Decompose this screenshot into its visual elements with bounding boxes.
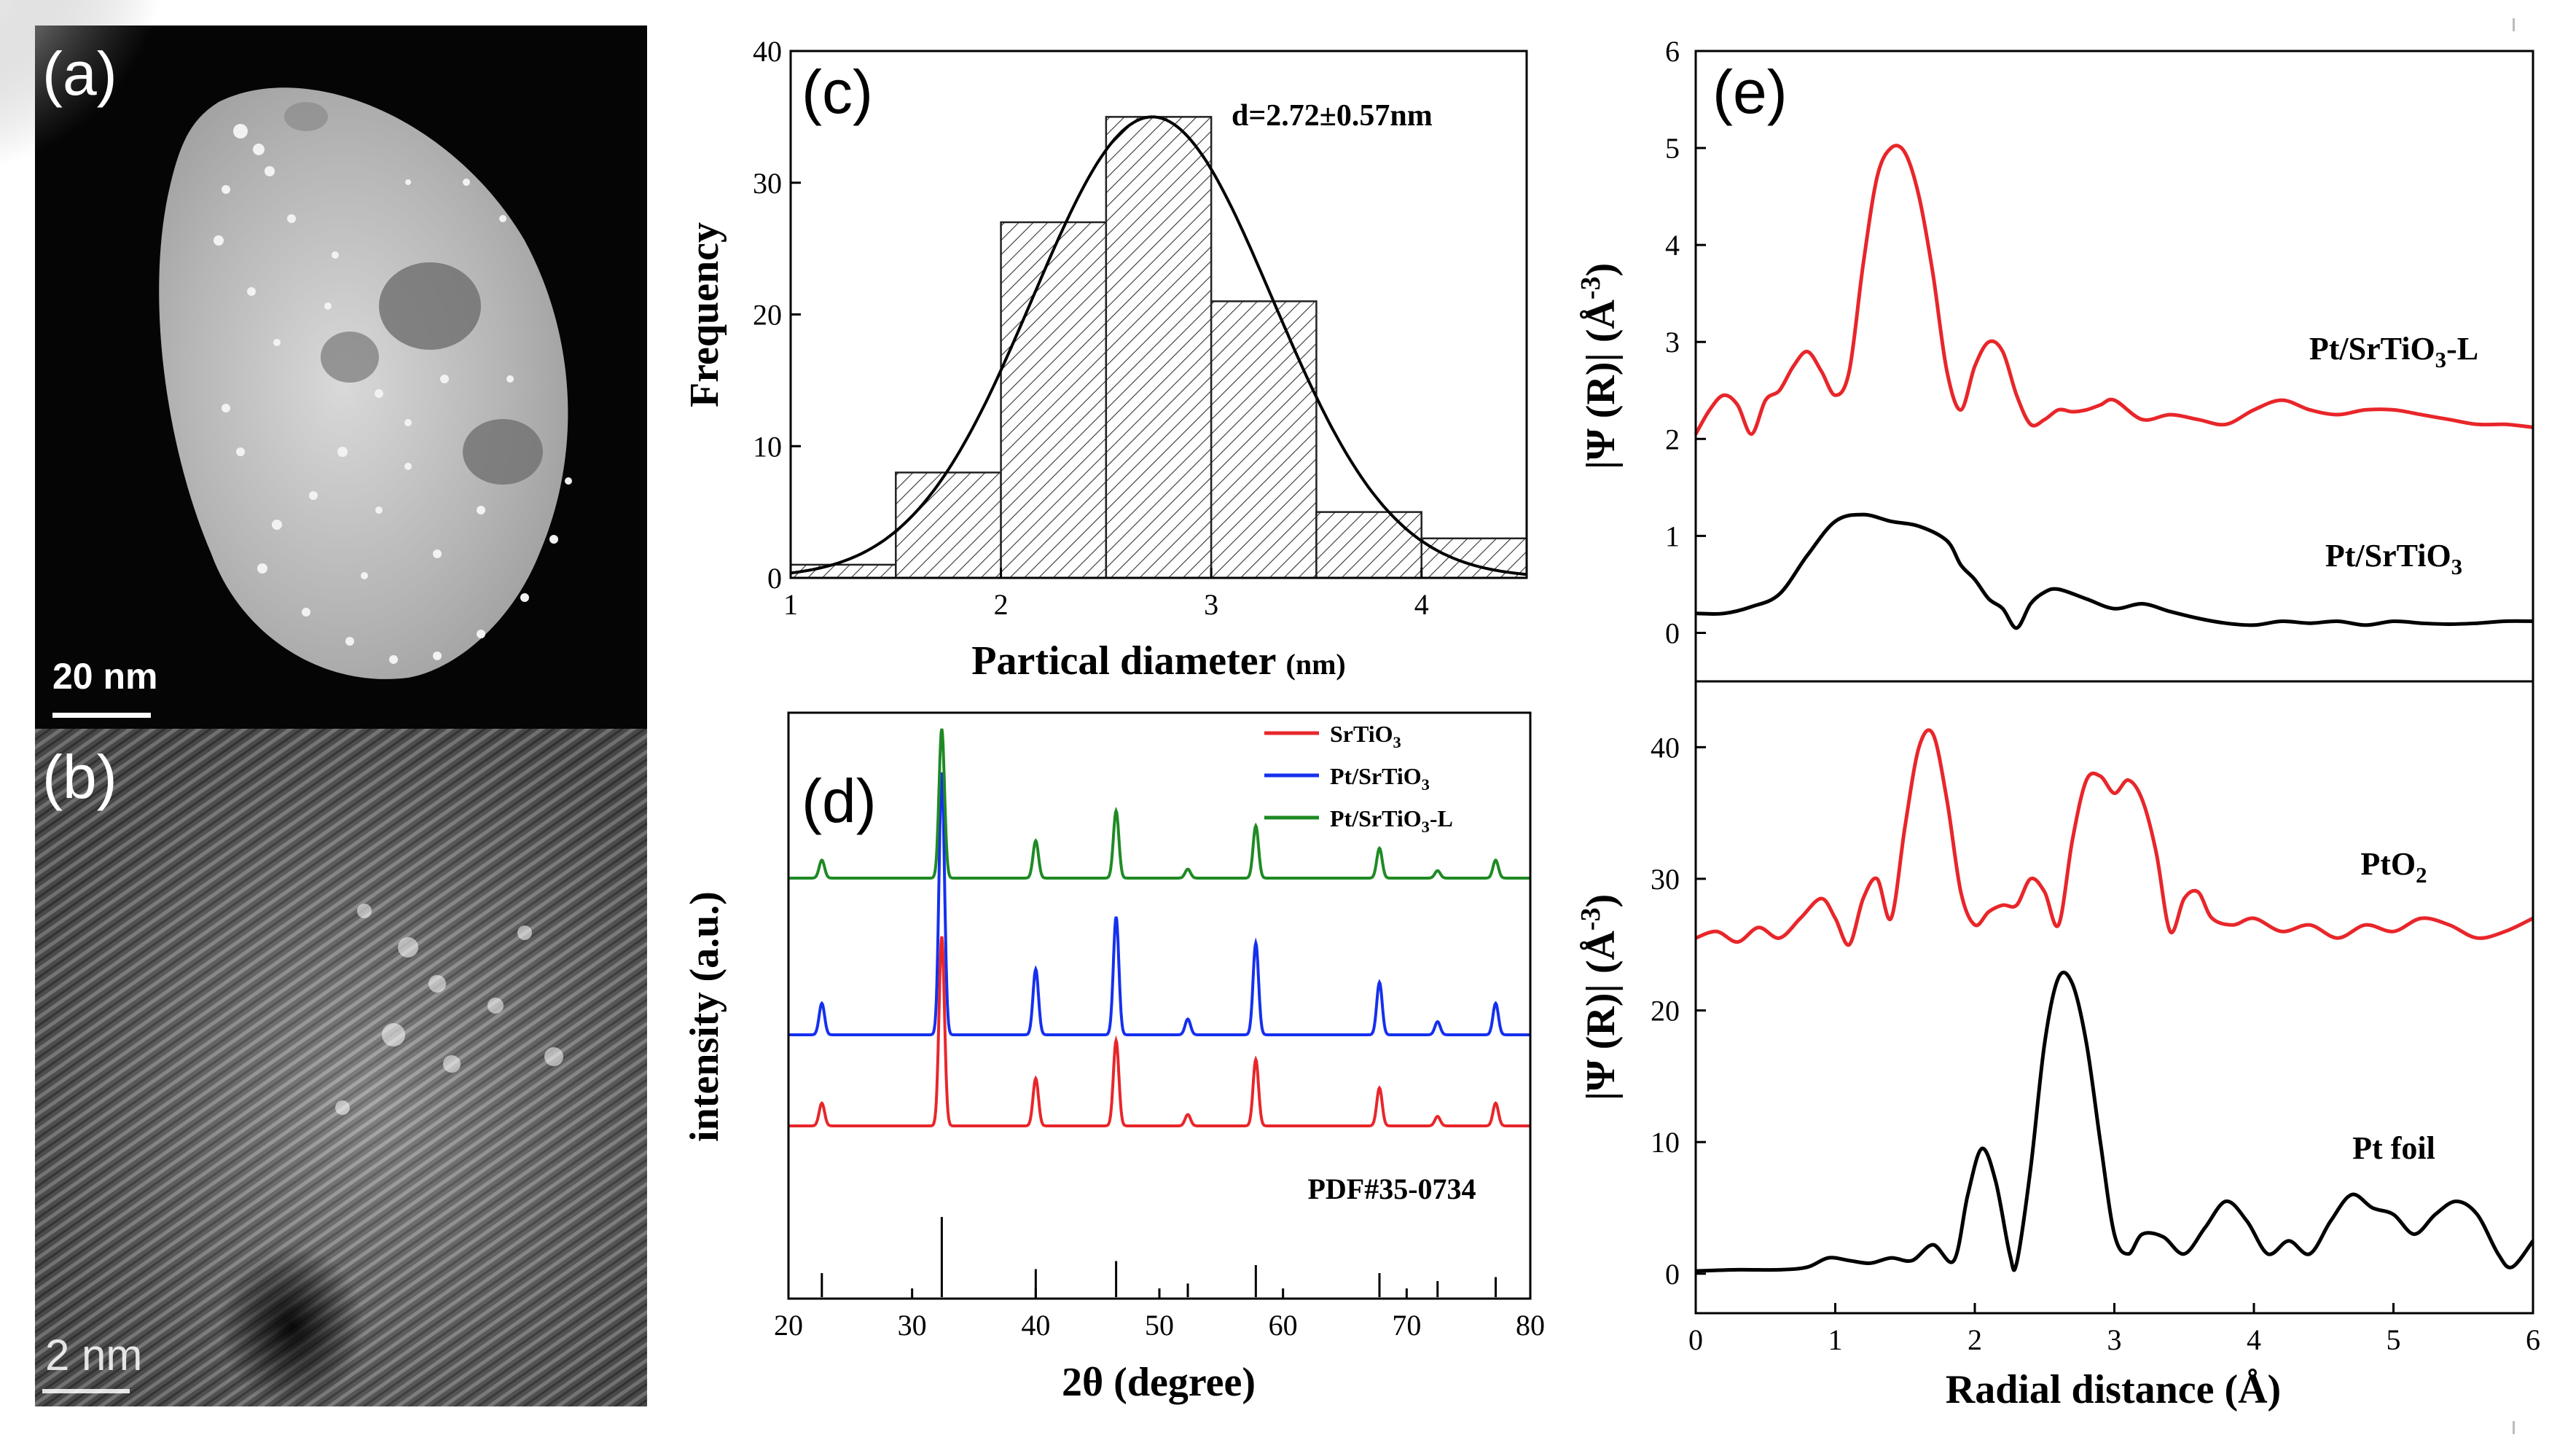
- x-tick-label: 80: [1516, 1309, 1545, 1342]
- panel-b-image: (b) 2 nm: [35, 729, 647, 1406]
- gaussian-fit-curve: [790, 115, 1527, 576]
- y-axis-label: Frequency: [682, 222, 727, 407]
- series-label: PtO2: [2360, 846, 2427, 888]
- panel-d-xrd-chart: PDF#35-0734 20 30 40 50 60 70 80 SrTiO3 Pt/SrTiO3…: [682, 711, 1545, 1405]
- x-tick-label: 5: [2387, 1323, 2401, 1356]
- y-tick-label: 20: [753, 299, 782, 332]
- panel-a-scale-bar: [52, 713, 151, 718]
- panel-d-label: (d): [802, 767, 877, 835]
- x-tick-label: 2: [1968, 1323, 1982, 1356]
- y-axis-label: |Ψ (R)| (Å-3): [1575, 263, 1624, 469]
- panel-a-dark-region: [321, 332, 379, 383]
- rdf-curve: [1695, 512, 2534, 630]
- panel-c-label: (c): [802, 58, 873, 126]
- panel-b-bright-atoms: [335, 904, 563, 1115]
- y-tick-label: 0: [767, 562, 782, 595]
- x-axis-label: Partical diameter (nm): [971, 638, 1345, 684]
- y-axis-label: intensity (a.u.): [682, 891, 727, 1142]
- series-label: Pt foil: [2352, 1130, 2435, 1166]
- panel-a-dark-region: [463, 419, 543, 485]
- panel-a-dark-region: [284, 102, 328, 131]
- x-tick-label: 4: [1414, 588, 1429, 621]
- x-axis-label: 2θ (degree): [1062, 1360, 1256, 1405]
- panel-a-nanoparticles: [214, 124, 572, 664]
- rdf-curve: [1695, 728, 2534, 947]
- x-tick-label: 20: [774, 1309, 803, 1342]
- plot-frame: [787, 711, 1532, 1300]
- y-tick-label: 3: [1665, 326, 1680, 359]
- y-tick-label: 40: [753, 35, 782, 68]
- x-tick-label: 40: [1021, 1309, 1050, 1342]
- panel-a-particle: [159, 87, 568, 679]
- y-tick-label: 4: [1665, 229, 1680, 262]
- histogram-bar: [1105, 116, 1213, 579]
- y-tick-label: 40: [1651, 731, 1680, 764]
- x-tick-label: 60: [1269, 1309, 1298, 1342]
- x-tick-label: 30: [898, 1309, 927, 1342]
- y-tick-label: 0: [1665, 617, 1680, 649]
- y-tick-label: 30: [1651, 863, 1680, 896]
- panel-a-label: (a): [42, 39, 117, 108]
- reference-label: PDF#35-0734: [1307, 1173, 1476, 1205]
- x-tick-label: 1: [783, 588, 798, 621]
- rdf-curve: [1694, 144, 2534, 437]
- y-tick-label: 6: [1665, 35, 1680, 68]
- panel-a-dark-region: [379, 262, 481, 350]
- legend-label: Pt/SrTiO3: [1330, 763, 1430, 794]
- histogram-bar: [1315, 511, 1422, 579]
- x-tick-label: 6: [2526, 1323, 2540, 1356]
- panel-a-image: (a) 20 nm: [0, 0, 647, 729]
- y-tick-label: 20: [1651, 995, 1680, 1028]
- y-tick-label: 5: [1665, 132, 1680, 165]
- x-tick-label: 3: [1204, 588, 1218, 621]
- panel-b-scale-bar: [42, 1389, 130, 1393]
- fit-annotation: d=2.72±0.57nm: [1232, 99, 1433, 133]
- y-tick-label: 2: [1665, 423, 1680, 455]
- xrd-pattern-line: [788, 772, 1530, 1036]
- panel-b-dark-spot: [219, 1246, 364, 1406]
- y-tick-label: 0: [1665, 1258, 1680, 1291]
- legend-label: SrTiO3: [1330, 721, 1401, 751]
- panel-e-exafs-chart: Pt/SrTiO3-L Pt/SrTiO3 0 1 2 3 4 5 6 |Ψ (R)| (Å-3)…: [1575, 35, 2540, 1412]
- x-axis-label: Radial distance (Å): [1946, 1367, 2281, 1412]
- panel-e-label: (e): [1712, 58, 1788, 126]
- x-tick-label: 2: [994, 588, 1009, 621]
- x-tick-label: 3: [2107, 1323, 2122, 1356]
- panel-a-scale-bar-label: 20 nm: [52, 656, 158, 697]
- x-tick-label: 70: [1392, 1309, 1421, 1342]
- panel-b-label: (b): [42, 743, 117, 811]
- x-tick-label: 1: [1828, 1323, 1843, 1356]
- series-label: Pt/SrTiO3-L: [2309, 331, 2478, 372]
- y-tick-label: 30: [753, 167, 782, 200]
- xrd-pattern-line: [788, 728, 1530, 880]
- y-tick-label: 1: [1665, 520, 1680, 552]
- y-tick-label: 10: [753, 430, 782, 463]
- series-label: Pt/SrTiO3: [2325, 538, 2462, 579]
- histogram-bar: [895, 471, 1002, 579]
- y-tick-label: 10: [1651, 1126, 1680, 1159]
- histogram-bar: [1210, 300, 1318, 579]
- edge-mark-top: [2513, 18, 2515, 31]
- histogram-bar: [1000, 221, 1108, 579]
- y-axis-label: |Ψ (R)| (Å-3): [1575, 894, 1624, 1100]
- x-tick-label: 0: [1688, 1323, 1703, 1356]
- rdf-curve: [1695, 970, 2535, 1273]
- x-tick-label: 4: [2247, 1323, 2261, 1356]
- edge-mark-bottom: [2513, 1421, 2515, 1434]
- legend-label: Pt/SrTiO3-L: [1330, 805, 1453, 836]
- panel-c-histogram: 0 10 20 30 40 1 2 3 4 d=2.72±0.57nm (c) Partical di…: [682, 35, 1528, 684]
- x-tick-label: 50: [1145, 1309, 1174, 1342]
- xrd-pattern-line: [788, 936, 1530, 1127]
- panel-b-scale-bar-label: 2 nm: [45, 1331, 142, 1379]
